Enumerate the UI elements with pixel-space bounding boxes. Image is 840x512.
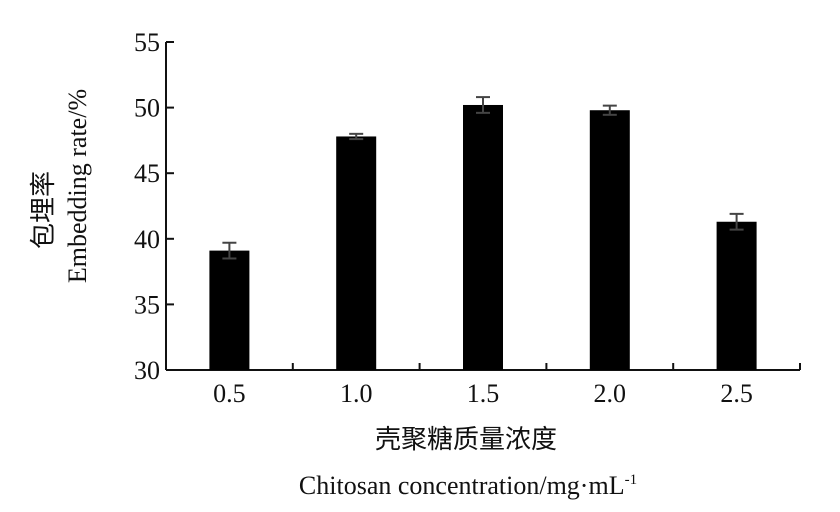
bar xyxy=(336,136,377,370)
x-tick-label: 1.5 xyxy=(467,379,500,408)
bar xyxy=(209,250,250,370)
x-tick-label: 1.0 xyxy=(340,379,373,408)
x-tick-label: 2.0 xyxy=(594,379,627,408)
y-axis-label-cn: 包埋率 xyxy=(29,171,58,249)
y-tick-label: 55 xyxy=(134,28,160,57)
y-axis: 30 35 40 45 50 55 xyxy=(134,28,174,385)
error-bars xyxy=(222,96,744,260)
y-axis-label-en: Embedding rate/% xyxy=(63,89,92,283)
y-tick-label: 50 xyxy=(134,94,160,123)
x-axis-label-cn: 壳聚糖质量浓度 xyxy=(375,425,557,454)
y-tick-label: 40 xyxy=(134,225,160,254)
bars xyxy=(209,104,757,370)
x-tick-label: 2.5 xyxy=(720,379,753,408)
x-axis-label-en: Chitosan concentration/mg·mL-1 xyxy=(299,471,637,500)
y-tick-label: 45 xyxy=(134,159,160,188)
bar xyxy=(589,110,630,370)
bar xyxy=(716,221,757,370)
y-tick-label: 30 xyxy=(134,356,160,385)
y-tick-label: 35 xyxy=(134,290,160,319)
bar xyxy=(463,104,503,370)
x-tick-label: 0.5 xyxy=(213,379,246,408)
x-axis: 0.5 1.0 1.5 2.0 2.5 xyxy=(165,363,801,408)
x-axis-label-en-main: Chitosan concentration/mg·mL xyxy=(299,471,625,500)
x-axis-label-en-superscript: -1 xyxy=(625,472,638,488)
